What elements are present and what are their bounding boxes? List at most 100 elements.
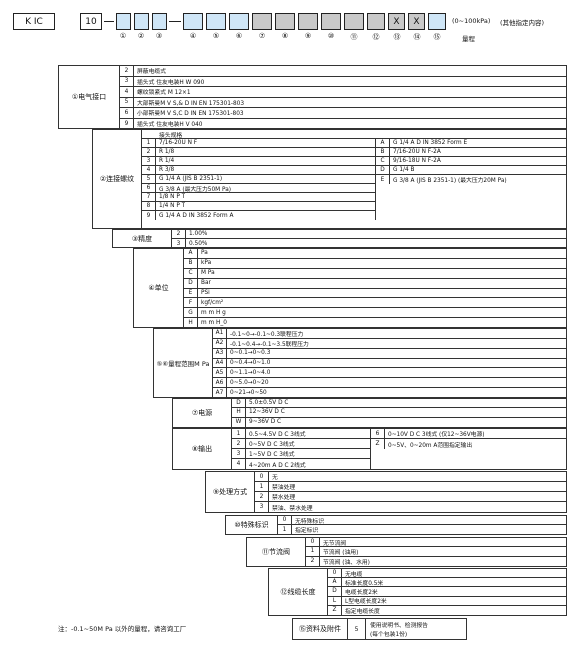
code-slot-4 <box>183 13 203 30</box>
row-code: 3 <box>255 502 269 512</box>
section-label-treatment: ⑨处理方式 <box>205 471 255 513</box>
row-code: E <box>184 288 198 298</box>
row-code: 5 <box>142 175 156 183</box>
row-code: H <box>232 408 246 417</box>
row-code: 2 <box>232 439 246 448</box>
code-slot-7 <box>252 13 272 30</box>
row-code: 0 <box>278 516 292 524</box>
row-code: G <box>184 308 198 318</box>
section-label-throttle: ⑪节流阀 <box>246 537 306 567</box>
row-desc: Bar <box>201 280 211 287</box>
pos-num: ⑩ <box>327 32 335 40</box>
row-desc: G 1/4 A (JIS B 2351-1) <box>159 176 223 182</box>
table-row: 1 节流阀 (油用) <box>306 547 566 557</box>
pos-num: ⑦ <box>258 32 266 40</box>
model-text: K IC <box>25 16 43 27</box>
table-throttle: 0 无节流阀 1 节流阀 (油用) 2 节流阀 (油、水用) <box>305 537 567 567</box>
row-desc: 插头式 住友电装H W 090 <box>137 79 205 86</box>
row-desc: PSi <box>201 290 210 296</box>
row-desc: 1.00% <box>189 231 208 237</box>
row-code: 1 <box>255 482 269 491</box>
section-label-unit: ④单位 <box>133 248 184 328</box>
pos-num: ⑬ <box>393 33 401 41</box>
row-desc: G 3/8 A (最大压力50M Pa) <box>159 186 232 193</box>
table-marking: 0 无特殊标识 1 指定标识 <box>277 515 567 535</box>
code-slot-14: X <box>408 13 425 30</box>
table-row: A 标准长度0.5米 <box>328 578 566 588</box>
pos-num: ② <box>137 32 145 40</box>
pos-num: ⑧ <box>281 32 289 40</box>
row-desc: R 1/4 <box>159 158 175 164</box>
table-row: Z 指定电缆长度 <box>328 605 566 615</box>
table-row: 6 0~10V D C 3线式 (仅12~36V电源) <box>371 429 566 439</box>
footnote: 注：-0.1~50M Pa 以外的量程，请咨询工厂 <box>58 625 187 633</box>
table-range: A1 -0.1~0→-0.1~0.3联程压力 A2 -0.1~0.4→-0.1~3.… <box>212 328 567 399</box>
row-code: 5 <box>348 619 366 639</box>
row-code: E <box>376 175 390 184</box>
series-box: 10 <box>80 13 102 30</box>
row-code: 4 <box>142 166 156 174</box>
section-label-marking: ⑩特殊标识 <box>225 515 278 535</box>
row-code: 2 <box>142 148 156 156</box>
row-desc: 电缆长度2米 <box>345 589 378 596</box>
pos-num: ⑪ <box>350 33 358 41</box>
row-desc: M Pa <box>201 270 215 277</box>
row-code: D <box>232 399 246 408</box>
table-row: 7 1/8 N P T <box>142 193 375 202</box>
table-row: L L型电缆长度2米 <box>328 596 566 606</box>
pos-num: ⑭ <box>413 33 421 41</box>
table-accuracy: 2 1.00% 3 0.50% <box>171 229 567 248</box>
row-code: B <box>376 148 390 156</box>
row-desc: 0~1.1→0~4.0 <box>230 369 271 376</box>
table-row: A5 0~1.1→0~4.0 <box>213 368 566 379</box>
row-desc: 9/16-18U N F-2A <box>393 158 441 164</box>
table-row: H 12~36V D C <box>232 408 566 418</box>
model-box: K IC <box>13 13 55 30</box>
pos-num: ④ <box>189 32 197 40</box>
row-code: 3 <box>142 157 156 165</box>
row-code: 6 <box>120 108 134 118</box>
table-row: 0 无特殊标识 <box>278 516 566 525</box>
row-desc: 5.0±0.5V D C <box>249 400 289 407</box>
row-desc: 无电缆 <box>345 571 363 578</box>
code-slot-10 <box>321 13 341 30</box>
row-desc: 4~20m A D C 2线式 <box>249 462 306 469</box>
row-code: C <box>376 157 390 165</box>
row-code: B <box>184 258 198 268</box>
row-code: 2 <box>255 492 269 501</box>
row-desc: 无特殊标识 <box>295 518 324 525</box>
row-desc: 节流阀 (油、水用) <box>323 559 370 566</box>
code-slot-1 <box>116 13 131 30</box>
row-code: H <box>184 318 198 329</box>
row-code: 2 <box>306 556 320 566</box>
code-slot-2 <box>134 13 149 30</box>
row-desc: L型电缆长度2米 <box>345 599 387 605</box>
row-code: 0 <box>306 538 320 547</box>
code-slot-5 <box>206 13 226 30</box>
table-row: A Pa <box>184 249 566 259</box>
row-desc: G 1/4 A D IN 3852 Form A <box>159 212 234 219</box>
table-row: 9 插头式 住友电装H V 040 <box>120 118 566 129</box>
row-code: A <box>376 139 390 147</box>
table-row: 0 无节流阀 <box>306 538 566 548</box>
row-desc: 无 <box>272 475 278 481</box>
table-row: 4 螺纹锁紧式 M 12×1 <box>120 87 566 98</box>
row-desc: 12~36V D C <box>249 409 285 416</box>
row-code: Z <box>328 605 342 615</box>
row-desc: R 1/8 <box>159 149 175 155</box>
table-row: 5 大部斯曼M V S,& D IN EN 175301-803 <box>120 97 566 108</box>
row-code: A1 <box>213 329 227 338</box>
section-label-accuracy: ③精度 <box>112 229 172 248</box>
row-desc: Pa <box>201 250 208 257</box>
table-row: 0 无电缆 <box>328 569 566 579</box>
section-label-cable: ⑫线缆长度 <box>268 568 328 616</box>
row-code: F <box>184 298 198 308</box>
